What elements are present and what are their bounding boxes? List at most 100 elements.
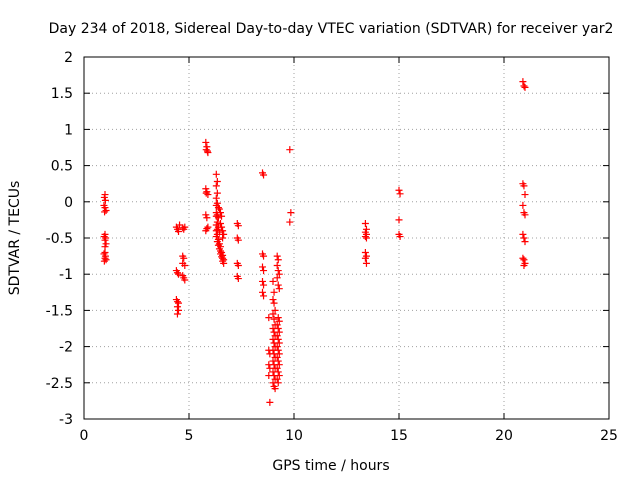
- x-tick-label: 5: [185, 428, 194, 444]
- data-point: [213, 189, 221, 197]
- data-point: [396, 190, 404, 198]
- data-point: [275, 285, 283, 293]
- y-tick-label: 0.5: [51, 159, 73, 175]
- data-point: [274, 357, 282, 365]
- data-point: [175, 270, 182, 278]
- plot-frame: [83, 56, 610, 420]
- data-point: [270, 299, 278, 307]
- data-point: [214, 204, 222, 212]
- data-point: [214, 214, 222, 222]
- data-point: [218, 223, 226, 231]
- axis-ticks: [83, 56, 610, 420]
- data-point: [203, 214, 211, 222]
- data-point: [271, 306, 279, 314]
- data-point: [175, 227, 182, 235]
- y-tick-label: -3: [59, 412, 73, 428]
- data-point: [260, 281, 268, 289]
- data-point: [204, 191, 212, 199]
- data-point: [273, 262, 281, 270]
- data-point: [101, 208, 109, 216]
- data-point: [362, 259, 370, 267]
- data-point: [396, 233, 404, 241]
- x-tick-label: 0: [80, 428, 89, 444]
- data-point: [202, 138, 210, 146]
- data-point: [181, 223, 189, 231]
- data-point: [102, 206, 110, 214]
- data-point: [175, 306, 182, 314]
- data-point: [100, 257, 108, 265]
- data-point: [273, 353, 281, 361]
- data-point: [395, 186, 403, 194]
- data-point: [274, 256, 282, 264]
- data-point: [219, 227, 227, 235]
- data-point: [521, 238, 529, 246]
- data-point: [259, 263, 266, 271]
- x-tick-label: 15: [390, 428, 408, 444]
- data-point: [395, 216, 403, 224]
- data-points: [100, 78, 529, 406]
- data-point: [260, 292, 268, 300]
- data-point: [273, 321, 281, 329]
- y-tick-label: 1: [64, 122, 73, 138]
- x-tick-label: 25: [600, 428, 618, 444]
- y-axis-label: SDTVAR / TECUs: [7, 181, 23, 296]
- data-point: [274, 368, 282, 376]
- data-point: [521, 83, 529, 91]
- data-point: [519, 78, 527, 86]
- data-point: [234, 222, 242, 230]
- x-tick-label: 20: [495, 428, 513, 444]
- data-point: [275, 339, 283, 347]
- data-point: [275, 270, 283, 278]
- data-point: [220, 230, 228, 238]
- data-point: [275, 372, 283, 380]
- data-point: [274, 379, 282, 387]
- data-point: [361, 220, 369, 228]
- data-point: [519, 201, 527, 209]
- data-point: [274, 267, 282, 275]
- data-point: [273, 343, 281, 351]
- data-point: [275, 350, 283, 358]
- data-point: [274, 325, 282, 332]
- data-point: [259, 277, 266, 285]
- data-point: [520, 234, 528, 242]
- data-point: [275, 317, 283, 325]
- data-point: [220, 259, 228, 267]
- data-point: [181, 262, 189, 270]
- data-point: [519, 254, 527, 262]
- data-point: [101, 196, 109, 204]
- data-point: [217, 220, 224, 228]
- data-point: [202, 227, 210, 235]
- data-point: [274, 346, 282, 354]
- y-tick-label: -0.5: [46, 231, 73, 247]
- data-point: [273, 375, 281, 383]
- data-point: [287, 209, 295, 217]
- data-point: [269, 310, 277, 318]
- data-point: [520, 82, 528, 90]
- data-point: [101, 236, 109, 244]
- x-tick-labels: 0 5 10 15 20 25: [80, 428, 618, 444]
- data-point: [215, 205, 223, 213]
- data-point: [521, 211, 529, 219]
- data-point: [520, 262, 528, 270]
- data-point: [212, 182, 220, 190]
- y-tick-label: 1.5: [51, 86, 73, 102]
- data-point: [269, 277, 277, 285]
- data-point: [234, 275, 242, 283]
- data-point: [204, 223, 212, 231]
- data-point: [270, 288, 278, 296]
- data-point: [286, 218, 294, 226]
- data-point: [265, 314, 273, 322]
- data-point: [361, 233, 369, 241]
- data-point: [180, 254, 188, 262]
- data-point: [275, 328, 283, 336]
- data-point: [274, 335, 282, 343]
- data-point: [173, 310, 181, 318]
- x-tick-label: 10: [285, 428, 303, 444]
- data-point: [217, 209, 224, 217]
- data-point: [259, 288, 266, 296]
- y-tick-label: -1: [59, 267, 73, 283]
- data-point: [269, 296, 277, 304]
- data-point: [273, 274, 281, 282]
- data-point: [286, 146, 294, 154]
